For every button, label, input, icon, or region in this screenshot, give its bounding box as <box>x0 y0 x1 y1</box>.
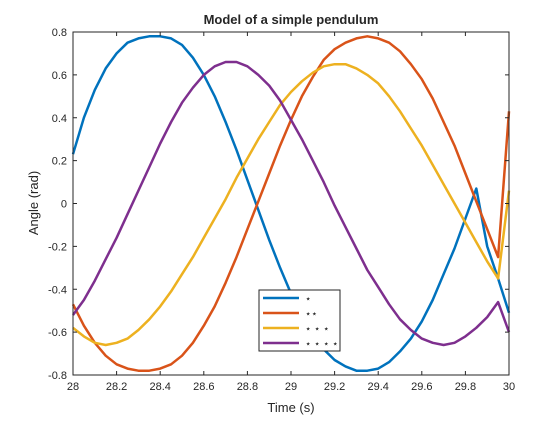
y-tick-label: -0.2 <box>48 241 67 253</box>
y-axis-label: Angle (rad) <box>26 171 41 235</box>
x-tick-label: 28.4 <box>149 381 170 393</box>
x-axis-label: Time (s) <box>267 400 314 415</box>
y-tick-label: 0.6 <box>52 70 67 82</box>
x-tick-label: 28.2 <box>106 381 127 393</box>
legend: ⋆⋆⋆⋆ ⋆ ⋆⋆ ⋆ ⋆ ⋆ <box>258 289 341 352</box>
x-tick-label: 29.6 <box>411 381 432 393</box>
legend-label-2: ⋆⋆ <box>305 309 318 320</box>
x-tick-label: 29 <box>285 381 297 393</box>
y-tick-label: 0.2 <box>52 156 67 168</box>
y-tick-label: 0.8 <box>52 27 67 39</box>
x-tick-label: 29.2 <box>324 381 345 393</box>
x-tick-label: 28.8 <box>237 381 258 393</box>
y-tick-label: 0 <box>61 199 67 211</box>
legend-label-3: ⋆ ⋆ ⋆ <box>305 324 329 335</box>
x-tick-label: 28 <box>67 381 79 393</box>
y-tick-label: -0.6 <box>48 327 67 339</box>
x-tick-label: 30 <box>503 381 515 393</box>
legend-label-1: ⋆ <box>305 294 311 305</box>
x-tick-label: 28.6 <box>193 381 214 393</box>
y-tick-label: -0.8 <box>48 370 67 382</box>
chart-title: Model of a simple pendulum <box>204 12 379 27</box>
series-line-4 <box>71 60 511 347</box>
legend-label-4: ⋆ ⋆ ⋆ ⋆ <box>305 339 338 350</box>
series-line-3 <box>72 62 511 347</box>
y-tick-label: 0.4 <box>52 113 67 125</box>
y-tick-label: -0.4 <box>48 284 67 296</box>
x-axis-ticks: 28 28.2 28.4 28.6 28.8 29 29.2 29.4 29.6 29.8 30 <box>67 32 515 393</box>
legend-box <box>258 289 341 352</box>
x-tick-label: 29.8 <box>455 381 476 393</box>
x-tick-label: 29.4 <box>367 381 388 393</box>
y-axis-ticks: -0.8 -0.6 -0.4 -0.2 0 0.2 0.4 0.6 0.8 <box>48 27 509 382</box>
